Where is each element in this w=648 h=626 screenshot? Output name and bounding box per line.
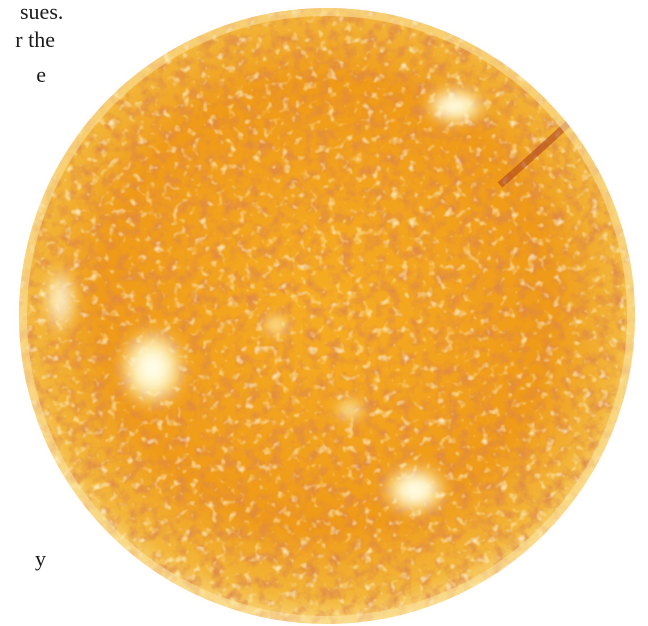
active-region	[42, 264, 78, 336]
text-fragment: y	[35, 546, 46, 571]
text-fragment: sues.	[20, 0, 64, 24]
active-region	[334, 398, 366, 422]
active-region	[262, 315, 290, 335]
active-region	[423, 86, 487, 126]
active-region	[381, 464, 449, 516]
limb-brightening	[19, 8, 635, 624]
text-fragment: e	[36, 62, 46, 87]
text-fragment: r the	[15, 27, 55, 52]
active-region	[116, 326, 188, 410]
